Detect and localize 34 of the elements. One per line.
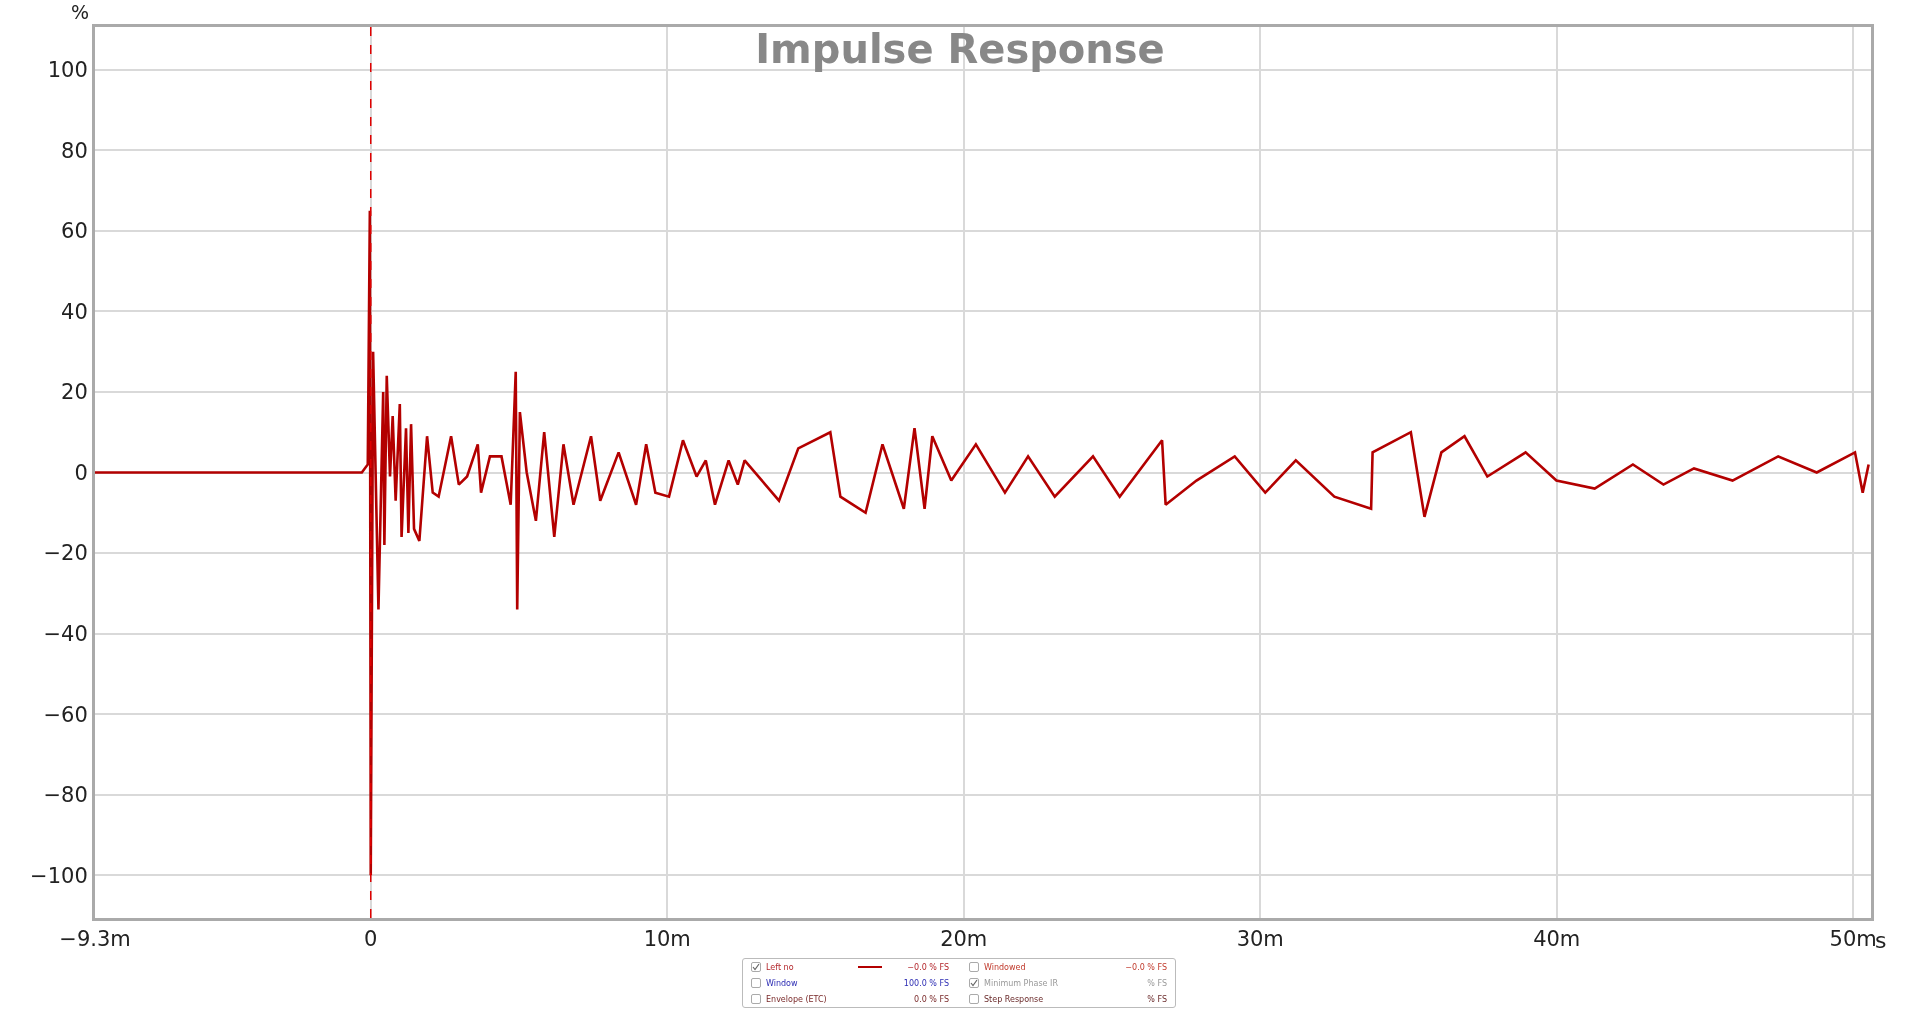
x-axis-title: s: [1875, 928, 1887, 953]
x-tick-label: 0: [364, 927, 378, 952]
y-tick-label: 20: [61, 380, 88, 405]
chart-title: Impulse Response: [755, 26, 1165, 73]
y-tick-label: 0: [74, 460, 88, 485]
x-tick-label: 50m: [1829, 927, 1877, 952]
line-series: [95, 209, 1870, 877]
x-tick-label: 20m: [940, 927, 988, 952]
x-tick-label: 40m: [1533, 927, 1581, 952]
x-tick-label: −9.3m: [59, 927, 131, 952]
text: % FS: [1147, 978, 1167, 988]
y-tick-label: 80: [61, 138, 88, 163]
text: 100.0 % FS: [903, 978, 949, 988]
text: % FS: [1147, 994, 1167, 1004]
y-tick-label: 100: [47, 58, 88, 83]
text: Step Response: [984, 994, 1045, 1004]
text: Windowed: [984, 962, 1027, 972]
text: Left no: [766, 962, 795, 972]
text: 0.0 % FS: [914, 994, 949, 1004]
y-tick-label: −60: [43, 702, 88, 727]
y-tick-label: −100: [30, 863, 88, 888]
y-tick-label: 40: [61, 299, 88, 324]
text: Minimum Phase IR: [984, 978, 1059, 988]
y-tick-label: −40: [43, 621, 88, 646]
y-tick-label: 60: [61, 219, 88, 244]
x-tick-label: 30m: [1236, 927, 1284, 952]
text: −0.0 % FS: [907, 962, 949, 972]
text: −0.0 % FS: [1125, 962, 1167, 972]
y-tick-label: −20: [43, 541, 88, 566]
text: Window: [766, 978, 799, 988]
y-axis-title: %: [71, 1, 90, 23]
text: Envelope (ETC): [766, 994, 828, 1004]
y-tick-label: −80: [43, 783, 88, 808]
x-tick-label: 10m: [643, 927, 691, 952]
